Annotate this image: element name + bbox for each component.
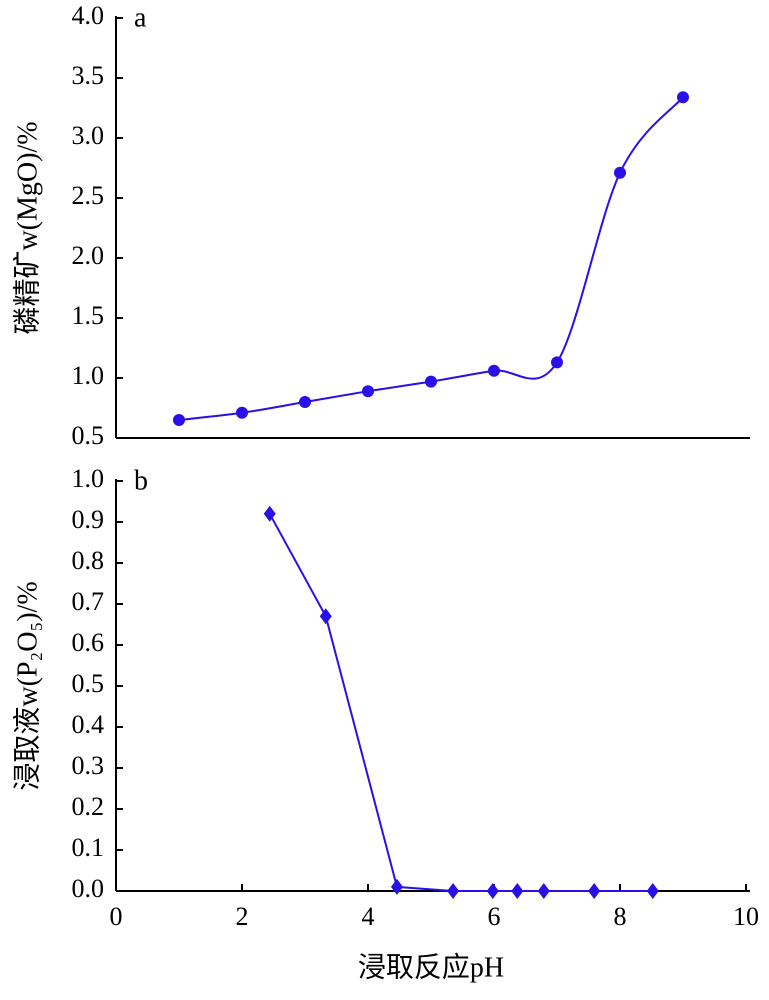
y-tick-label: 0.5: [72, 421, 105, 450]
point: [537, 883, 550, 899]
y-tick-label: 0.8: [72, 546, 105, 575]
point: [614, 166, 626, 179]
point: [299, 396, 311, 408]
point: [236, 406, 248, 419]
x-tick-label: 0: [110, 902, 123, 931]
y-tick-label: 0.1: [72, 833, 105, 862]
y-tick-label: 1.0: [72, 464, 105, 493]
point: [486, 883, 499, 899]
point: [488, 364, 500, 377]
y-tick-label: 0.0: [72, 874, 105, 903]
series-line: [268, 513, 653, 892]
y-axis-label: 磷精矿w(MgO)/%: [11, 121, 43, 334]
y-tick-label: 0.2: [72, 792, 105, 821]
point: [511, 883, 524, 899]
x-axis-label: 浸取反应pH: [358, 951, 504, 983]
panel-label: b: [134, 465, 148, 496]
point: [362, 385, 374, 398]
point: [425, 375, 437, 388]
x-tick-label: 2: [236, 902, 249, 931]
panel-label: a: [134, 2, 147, 33]
y-tick-label: 1.0: [72, 361, 105, 390]
point: [551, 356, 563, 369]
x-tick-label: 10: [733, 902, 759, 931]
y-tick-label: 3.0: [72, 121, 105, 150]
x-tick-label: 6: [488, 902, 501, 931]
y-tick-label: 3.5: [72, 61, 105, 90]
point: [677, 91, 689, 104]
point: [319, 608, 332, 625]
point: [646, 883, 659, 899]
y-axis-label: 浸取液w(P₂O₅)/%: [11, 581, 43, 790]
x-tick-label: 4: [362, 902, 375, 931]
y-tick-label: 0.6: [72, 628, 105, 657]
point: [588, 883, 601, 899]
point: [447, 883, 460, 899]
y-tick-label: 0.5: [72, 669, 105, 698]
y-tick-label: 0.9: [72, 505, 105, 534]
y-tick-label: 2.5: [72, 181, 105, 210]
point: [173, 414, 185, 426]
point: [263, 505, 276, 522]
point: [390, 878, 403, 895]
y-tick-label: 0.7: [72, 587, 105, 616]
y-tick-label: 0.3: [72, 751, 105, 780]
y-tick-label: 2.0: [72, 241, 105, 270]
y-tick-label: 0.4: [72, 710, 105, 739]
y-tick-label: 4.0: [72, 1, 105, 30]
x-tick-label: 8: [614, 902, 627, 931]
y-tick-label: 1.5: [72, 301, 105, 330]
series-line: [178, 96, 684, 421]
